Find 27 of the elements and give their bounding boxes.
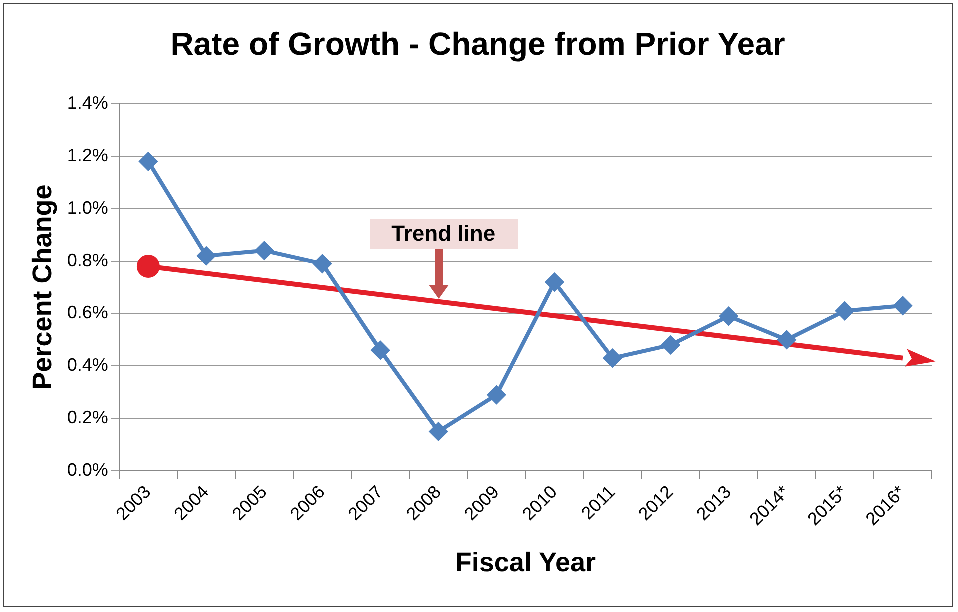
point <box>372 341 390 360</box>
y-tick-label: 0.6% <box>67 302 108 323</box>
point <box>430 422 448 441</box>
point <box>197 247 216 266</box>
point <box>256 242 274 260</box>
y-tick-label: 0.2% <box>67 408 108 428</box>
point <box>139 152 158 171</box>
point <box>720 307 738 326</box>
point <box>894 296 912 315</box>
point <box>136 255 160 278</box>
y-tick-label: 0.0% <box>67 460 108 480</box>
y-tick-label: 1.0% <box>67 198 108 218</box>
point <box>604 349 622 368</box>
y-tick-label: 1.2% <box>67 145 108 166</box>
point <box>836 302 854 320</box>
y-axis-title: Percent Change <box>28 184 58 390</box>
y-tick-label: 0.4% <box>67 355 108 376</box>
point <box>488 386 506 404</box>
y-tick-label: 1.4% <box>67 92 108 113</box>
point <box>314 254 332 273</box>
annotation: Trend line <box>370 218 518 249</box>
x-axis-title: Fiscal Year <box>455 547 597 578</box>
chart-title: Rate of Growth - Change from Prior Year <box>170 26 786 63</box>
point <box>546 273 564 292</box>
point <box>662 336 680 354</box>
y-tick-label: 0.8% <box>67 250 108 270</box>
point <box>778 330 796 349</box>
